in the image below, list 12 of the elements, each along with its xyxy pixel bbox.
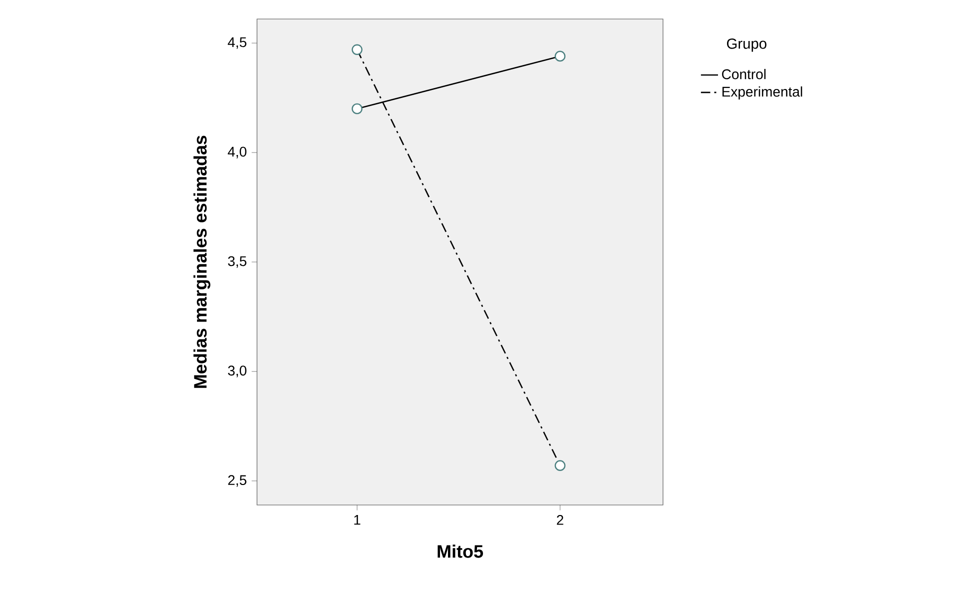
y-tick-label: 3,5 [228, 256, 246, 268]
y-tick-label: 4,0 [228, 146, 246, 158]
y-axis-title: Medias marginales estimadas [193, 136, 210, 388]
y-tick-label: 2,5 [228, 475, 246, 487]
legend-title: Grupo [727, 38, 766, 52]
y-tick-label: 4,5 [228, 37, 246, 49]
x-tick-label: 1 [354, 515, 360, 525]
x-tick-label: 2 [556, 515, 564, 525]
legend-label: Experimental [722, 86, 802, 100]
x-axis-title: Mito5 [438, 544, 484, 558]
y-tick-label: 3,0 [228, 366, 246, 378]
legend-label: Control [722, 68, 766, 80]
